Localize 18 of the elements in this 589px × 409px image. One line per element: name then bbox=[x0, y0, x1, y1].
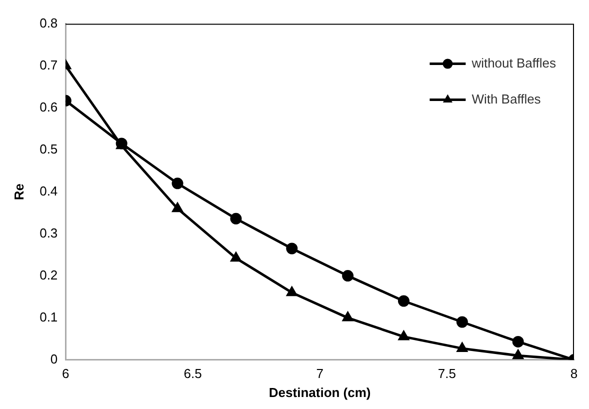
x-tick-label: 6 bbox=[62, 366, 70, 382]
y-tick-label: 0.5 bbox=[40, 141, 58, 156]
y-tick-label: 0.8 bbox=[40, 15, 58, 30]
y-tick-label: 0 bbox=[50, 351, 58, 366]
y-tick-label: 0.6 bbox=[40, 99, 58, 114]
y-tick-label: 0.4 bbox=[40, 183, 58, 198]
legend-label: With Baffles bbox=[472, 91, 542, 106]
legend-label: without Baffles bbox=[470, 55, 556, 70]
y-tick-label: 0.7 bbox=[40, 57, 58, 72]
y-tick-label: 0.1 bbox=[40, 309, 58, 324]
y-axis-title: Re bbox=[11, 183, 26, 200]
x-tick-label: 6.5 bbox=[184, 366, 202, 382]
x-tick-label: 7.5 bbox=[438, 366, 456, 382]
y-tick-label: 0.3 bbox=[40, 225, 58, 240]
y-tick-label: 0.2 bbox=[40, 267, 58, 282]
x-tick-label: 7 bbox=[316, 366, 324, 382]
x-axis-title: Destination (cm) bbox=[268, 384, 371, 400]
x-tick-label: 8 bbox=[570, 366, 578, 382]
